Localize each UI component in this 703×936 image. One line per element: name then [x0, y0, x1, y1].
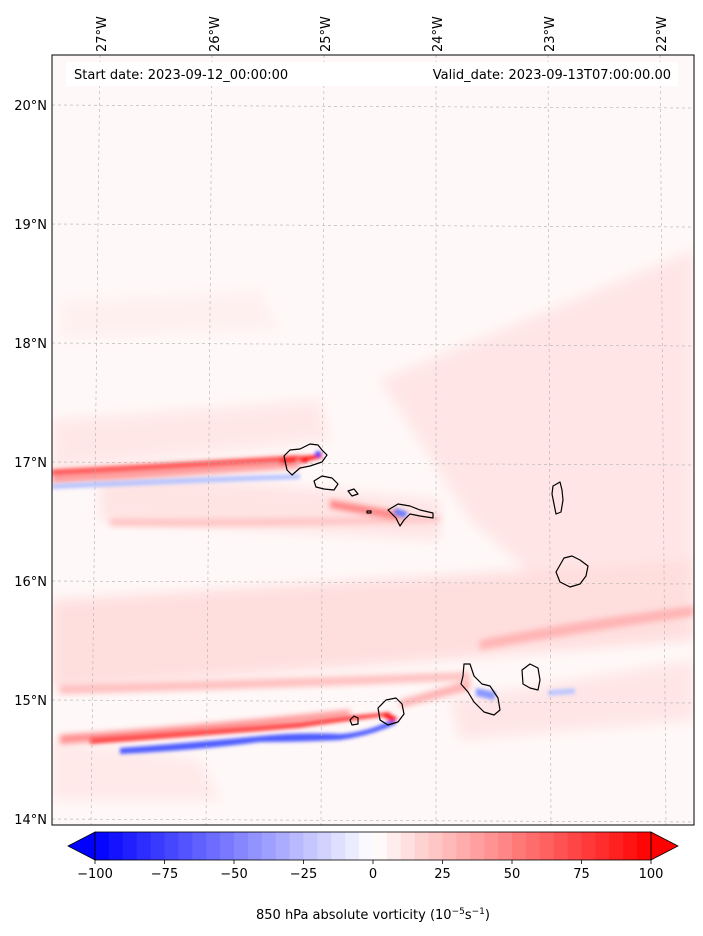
lat-label: 18°N: [14, 337, 47, 352]
lon-label: 23°W: [543, 16, 558, 52]
island-fogo: [377, 697, 405, 726]
colorbar-segment: [331, 832, 346, 860]
lat-label: 16°N: [14, 575, 47, 590]
colorbar-tick-label: 25: [434, 867, 451, 882]
colorbar: −100 −75 −50 −25 0 25 50 75 100 850 hPa absolute…: [67, 831, 679, 923]
colorbar-segment: [164, 832, 179, 860]
colorbar-segment: [442, 832, 457, 860]
colorbar-segment: [414, 832, 430, 860]
lat-label: 15°N: [14, 694, 47, 709]
lat-label: 17°N: [14, 456, 47, 471]
lat-label: 20°N: [14, 99, 47, 114]
island-brava: [349, 715, 359, 726]
vorticity-field: [52, 250, 694, 800]
gridlines: [52, 55, 694, 825]
lon-label: 25°W: [319, 16, 334, 52]
colorbar-segment: [178, 832, 193, 860]
coastlines: [283, 443, 589, 726]
colorbar-segment: [150, 832, 166, 860]
island-boa-vista: [555, 555, 589, 588]
start-date-label: Start date: 2023-09-12_00:00:00: [74, 68, 288, 83]
longitude-labels: 27°W 26°W 25°W 24°W 23°W 22°W: [95, 16, 670, 52]
lat-label: 19°N: [14, 218, 47, 233]
colorbar-segment: [122, 832, 138, 860]
island-maio: [521, 663, 541, 691]
colorbar-segment: [539, 832, 555, 860]
colorbar-segment: [108, 832, 124, 860]
latitude-labels: 20°N 19°N 18°N 17°N 16°N 15°N 14°N: [14, 99, 47, 828]
colorbar-segment: [595, 832, 610, 860]
valid-date-label: Valid_date: 2023-09-13T07:00:00.00: [433, 68, 671, 83]
colorbar-segment: [400, 832, 416, 860]
colorbar-segment: [345, 832, 360, 860]
colorbar-extend-max: [650, 831, 679, 861]
colorbar-segment: [470, 832, 485, 860]
colorbar-title: 850 hPa absolute vorticity (10−5s−1): [256, 907, 490, 923]
colorbar-segment: [609, 832, 624, 860]
colorbar-segment: [484, 832, 499, 860]
colorbar-tick-label: −25: [290, 867, 317, 882]
colorbar-segment: [525, 832, 541, 860]
colorbar-segment: [136, 832, 152, 860]
colorbar-segment: [567, 832, 583, 860]
colorbar-tick-label: 50: [504, 867, 521, 882]
colorbar-segment: [206, 832, 221, 860]
colorbar-segment: [247, 832, 263, 860]
island-santa-luzia: [347, 488, 359, 497]
plot-frame: [51, 54, 695, 826]
colorbar-segment: [234, 832, 249, 860]
colorbar-segment: [95, 832, 110, 860]
colorbar-segment: [192, 832, 207, 860]
colorbar-segment: [456, 832, 471, 860]
colorbar-segment: [498, 832, 513, 860]
colorbar-segment: [553, 832, 569, 860]
colorbar-segment: [373, 832, 388, 860]
colorbar-tick-label: 0: [369, 867, 377, 882]
lat-label: 14°N: [14, 813, 47, 828]
colorbar-ticks: −100 −75 −50 −25 0 25 50 75 100: [77, 860, 663, 882]
island-sal: [551, 481, 564, 515]
island-sao-vicente: [313, 475, 339, 491]
island-santiago: [460, 663, 501, 716]
lon-label: 27°W: [95, 16, 110, 52]
lon-label: 22°W: [655, 16, 670, 52]
island-santo-antao: [283, 443, 328, 476]
lon-label: 26°W: [208, 16, 223, 52]
info-box: Start date: 2023-09-12_00:00:00 Valid_da…: [66, 62, 678, 86]
colorbar-tick-label: −50: [220, 867, 247, 882]
colorbar-tick-label: 100: [639, 867, 664, 882]
colorbar-segment: [220, 832, 235, 860]
colorbar-tick-label: 75: [573, 867, 590, 882]
colorbar-segment: [275, 832, 291, 860]
colorbar-segment: [303, 832, 318, 860]
colorbar-segment: [637, 832, 652, 860]
colorbar-segment: [359, 832, 374, 860]
colorbar-segment: [386, 832, 402, 860]
colorbar-tick-label: −100: [77, 867, 113, 882]
colorbar-segment: [512, 832, 527, 860]
island-sao-nicolau: [387, 503, 434, 527]
colorbar-segment: [317, 832, 332, 860]
colorbar-segment: [428, 832, 444, 860]
colorbar-tick-label: −75: [151, 867, 178, 882]
colorbar-extend-min: [67, 831, 96, 861]
colorbar-segment: [261, 832, 277, 860]
island-branco: [366, 510, 372, 514]
lon-label: 24°W: [431, 16, 446, 52]
colorbar-segment: [581, 832, 596, 860]
colorbar-segment: [289, 832, 305, 860]
colorbar-segments: [95, 832, 652, 860]
colorbar-segment: [623, 832, 638, 860]
